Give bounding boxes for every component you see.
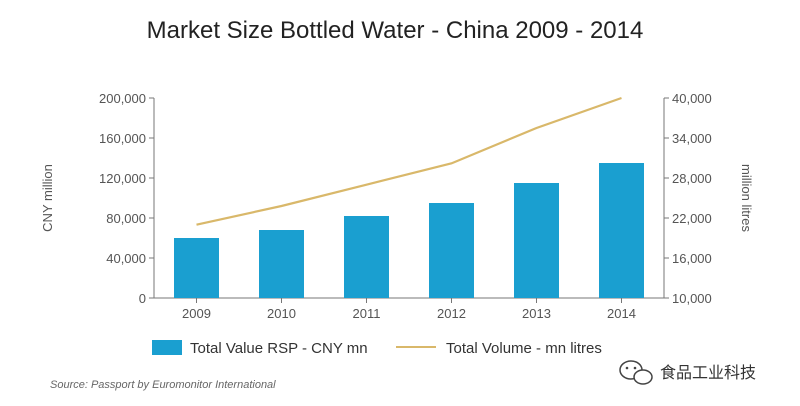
x-tick-label: 2010 (267, 306, 296, 321)
right-tick-label: 10,000 (672, 291, 712, 306)
x-tick-label: 2013 (522, 306, 551, 321)
left-axis-title: CNY million (40, 164, 55, 232)
right-tick-label: 16,000 (672, 251, 712, 266)
x-tick-label: 2014 (607, 306, 636, 321)
legend-line-label: Total Volume - mn litres (446, 340, 602, 357)
right-axis-title: million litres (739, 164, 754, 232)
right-tick-label: 22,000 (672, 211, 712, 226)
right-axis-ticks: 10,000 16,000 22,000 28,000 34,000 40,000 (664, 91, 712, 306)
left-tick-label: 200,000 (99, 91, 146, 106)
x-tick-label: 2011 (353, 306, 381, 321)
volume-line (196, 96, 622, 226)
watermark: 食品工业科技 (619, 360, 756, 385)
line-series (196, 96, 622, 226)
bar-2014 (599, 163, 644, 298)
source-note: Source: Passport by Euromonitor Internat… (50, 379, 276, 391)
x-tick-label: 2009 (182, 306, 211, 321)
bar-2010 (259, 230, 304, 298)
wechat-icon (619, 360, 653, 385)
right-tick-label: 28,000 (672, 171, 712, 186)
x-tick-label: 2012 (437, 306, 466, 321)
right-tick-label: 40,000 (672, 91, 712, 106)
left-tick-label: 160,000 (99, 131, 146, 146)
left-tick-label: 0 (139, 291, 146, 306)
x-axis-ticks: 2009 2010 2011 2012 2013 2014 (182, 298, 636, 321)
legend-bar-swatch (152, 340, 182, 355)
bar-series (174, 163, 644, 298)
left-tick-label: 80,000 (106, 211, 146, 226)
right-tick-label: 34,000 (672, 131, 712, 146)
left-axis-ticks: 0 40,000 80,000 120,000 160,000 200,000 (99, 91, 154, 306)
chart-title: Market Size Bottled Water - China 2009 -… (147, 17, 644, 44)
bar-2009 (174, 238, 219, 298)
watermark-text: 食品工业科技 (660, 364, 756, 382)
left-tick-label: 120,000 (99, 171, 146, 186)
bar-2013 (514, 183, 559, 298)
left-tick-label: 40,000 (106, 251, 146, 266)
bar-2012 (429, 203, 474, 298)
bar-2011 (344, 216, 389, 298)
legend-bar-label: Total Value RSP - CNY mn (190, 340, 368, 357)
